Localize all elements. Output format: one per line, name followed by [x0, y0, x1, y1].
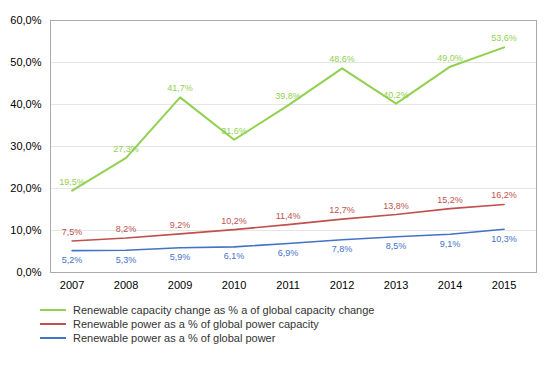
- svg-text:48,6%: 48,6%: [329, 54, 355, 64]
- svg-text:8,2%: 8,2%: [116, 224, 137, 234]
- svg-text:2007: 2007: [60, 279, 84, 291]
- svg-text:0,0%: 0,0%: [16, 266, 41, 278]
- svg-text:27,3%: 27,3%: [113, 144, 139, 154]
- svg-text:2015: 2015: [492, 279, 516, 291]
- svg-text:31,6%: 31,6%: [221, 126, 247, 136]
- svg-text:6,1%: 6,1%: [224, 251, 245, 261]
- svg-text:2013: 2013: [384, 279, 408, 291]
- svg-text:10,0%: 10,0%: [10, 224, 41, 236]
- svg-text:50,0%: 50,0%: [10, 56, 41, 68]
- svg-text:7,5%: 7,5%: [62, 227, 83, 237]
- svg-text:2009: 2009: [168, 279, 192, 291]
- svg-text:60,0%: 60,0%: [10, 14, 41, 26]
- svg-text:40,0%: 40,0%: [10, 98, 41, 110]
- svg-text:10,2%: 10,2%: [221, 216, 247, 226]
- svg-text:5,2%: 5,2%: [62, 255, 83, 265]
- svg-text:11,4%: 11,4%: [276, 211, 301, 221]
- svg-text:6,9%: 6,9%: [278, 248, 299, 258]
- svg-text:16,2%: 16,2%: [491, 190, 517, 200]
- svg-text:2008: 2008: [114, 279, 138, 291]
- svg-text:8,5%: 8,5%: [386, 241, 407, 251]
- html-text:Renewable power as a % of glob: Renewable power as a % of global power: [73, 332, 276, 344]
- svg-text:20,0%: 20,0%: [10, 182, 41, 194]
- svg-text:9,2%: 9,2%: [170, 220, 191, 230]
- svg-text:15,2%: 15,2%: [437, 195, 463, 205]
- svg-text:40,2%: 40,2%: [383, 90, 409, 100]
- svg-text:5,9%: 5,9%: [170, 252, 191, 262]
- svg-text:2012: 2012: [330, 279, 354, 291]
- html-text:Renewable capacity change as %: Renewable capacity change as % a of glob…: [73, 304, 375, 316]
- svg-text:13,8%: 13,8%: [383, 201, 409, 211]
- svg-text:10,3%: 10,3%: [491, 234, 517, 244]
- svg-text:12,7%: 12,7%: [329, 205, 355, 215]
- svg-text:2011: 2011: [276, 279, 300, 291]
- svg-text:9,1%: 9,1%: [440, 239, 461, 249]
- svg-text:5,3%: 5,3%: [116, 255, 137, 265]
- svg-text:19,5%: 19,5%: [59, 177, 85, 187]
- svg-text:49,0%: 49,0%: [437, 53, 463, 63]
- svg-text:39,8%: 39,8%: [275, 91, 301, 101]
- svg-text:41,7%: 41,7%: [167, 83, 193, 93]
- html-text:Renewable power as a % of glob: Renewable power as a % of global power c…: [73, 318, 319, 330]
- svg-text:30,0%: 30,0%: [10, 140, 41, 152]
- svg-text:53,6%: 53,6%: [491, 33, 517, 43]
- svg-text:2010: 2010: [222, 279, 246, 291]
- svg-text:7,8%: 7,8%: [332, 244, 353, 254]
- svg-text:2014: 2014: [438, 279, 462, 291]
